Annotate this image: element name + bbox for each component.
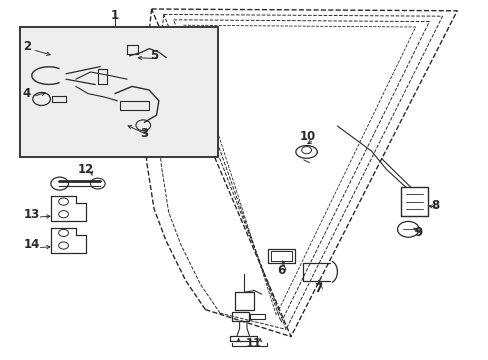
FancyBboxPatch shape xyxy=(20,27,217,157)
Text: 1: 1 xyxy=(111,9,119,22)
Text: 3: 3 xyxy=(140,127,148,140)
Text: 5: 5 xyxy=(150,49,158,62)
Text: 10: 10 xyxy=(299,130,316,143)
Text: 9: 9 xyxy=(413,226,421,239)
Text: 13: 13 xyxy=(23,208,40,221)
Text: 11: 11 xyxy=(245,337,262,350)
Text: 2: 2 xyxy=(23,40,31,53)
Text: 4: 4 xyxy=(23,87,31,100)
Text: 7: 7 xyxy=(313,282,321,294)
Text: 6: 6 xyxy=(277,264,285,276)
Text: 8: 8 xyxy=(430,199,438,212)
Text: 12: 12 xyxy=(77,163,94,176)
Text: 14: 14 xyxy=(23,238,40,251)
